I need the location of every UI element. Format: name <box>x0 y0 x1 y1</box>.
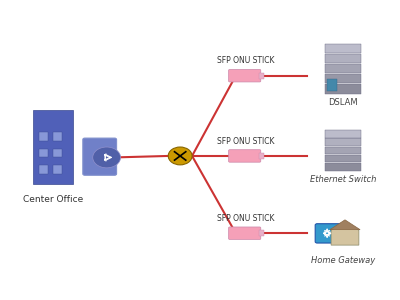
FancyBboxPatch shape <box>325 130 361 137</box>
FancyBboxPatch shape <box>39 165 48 174</box>
FancyBboxPatch shape <box>325 147 361 154</box>
Text: Center Office: Center Office <box>23 195 83 204</box>
FancyBboxPatch shape <box>33 110 73 184</box>
FancyBboxPatch shape <box>325 44 361 53</box>
FancyBboxPatch shape <box>325 54 361 63</box>
Text: Home Gateway: Home Gateway <box>311 256 375 265</box>
Text: SFP ONU STICK: SFP ONU STICK <box>217 56 274 65</box>
FancyBboxPatch shape <box>53 148 62 158</box>
FancyBboxPatch shape <box>53 132 62 141</box>
FancyBboxPatch shape <box>325 138 361 146</box>
FancyBboxPatch shape <box>325 84 361 94</box>
FancyBboxPatch shape <box>315 224 341 243</box>
Text: OLT: OLT <box>89 129 104 138</box>
Text: SFP ONU STICK: SFP ONU STICK <box>217 136 274 146</box>
FancyBboxPatch shape <box>229 70 261 82</box>
FancyBboxPatch shape <box>325 74 361 83</box>
Text: Ethernet Switch: Ethernet Switch <box>310 175 376 184</box>
FancyBboxPatch shape <box>39 132 48 141</box>
FancyBboxPatch shape <box>229 150 261 162</box>
FancyBboxPatch shape <box>259 153 264 159</box>
FancyBboxPatch shape <box>53 165 62 174</box>
FancyBboxPatch shape <box>325 155 361 163</box>
FancyBboxPatch shape <box>39 148 48 158</box>
Polygon shape <box>331 223 359 245</box>
Text: SFP ONU STICK: SFP ONU STICK <box>217 214 274 223</box>
Text: DSLAM: DSLAM <box>328 98 358 107</box>
FancyBboxPatch shape <box>259 73 264 79</box>
FancyBboxPatch shape <box>325 64 361 73</box>
FancyBboxPatch shape <box>327 79 337 91</box>
FancyBboxPatch shape <box>83 138 116 175</box>
FancyBboxPatch shape <box>229 227 261 239</box>
Circle shape <box>93 147 120 168</box>
Polygon shape <box>330 220 360 230</box>
Circle shape <box>168 147 192 165</box>
FancyBboxPatch shape <box>259 230 264 236</box>
FancyBboxPatch shape <box>325 163 361 171</box>
